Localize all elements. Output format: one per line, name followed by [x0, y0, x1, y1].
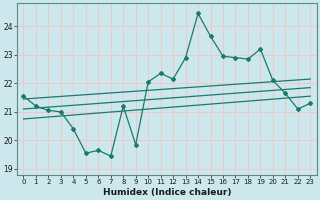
X-axis label: Humidex (Indice chaleur): Humidex (Indice chaleur): [103, 188, 231, 197]
